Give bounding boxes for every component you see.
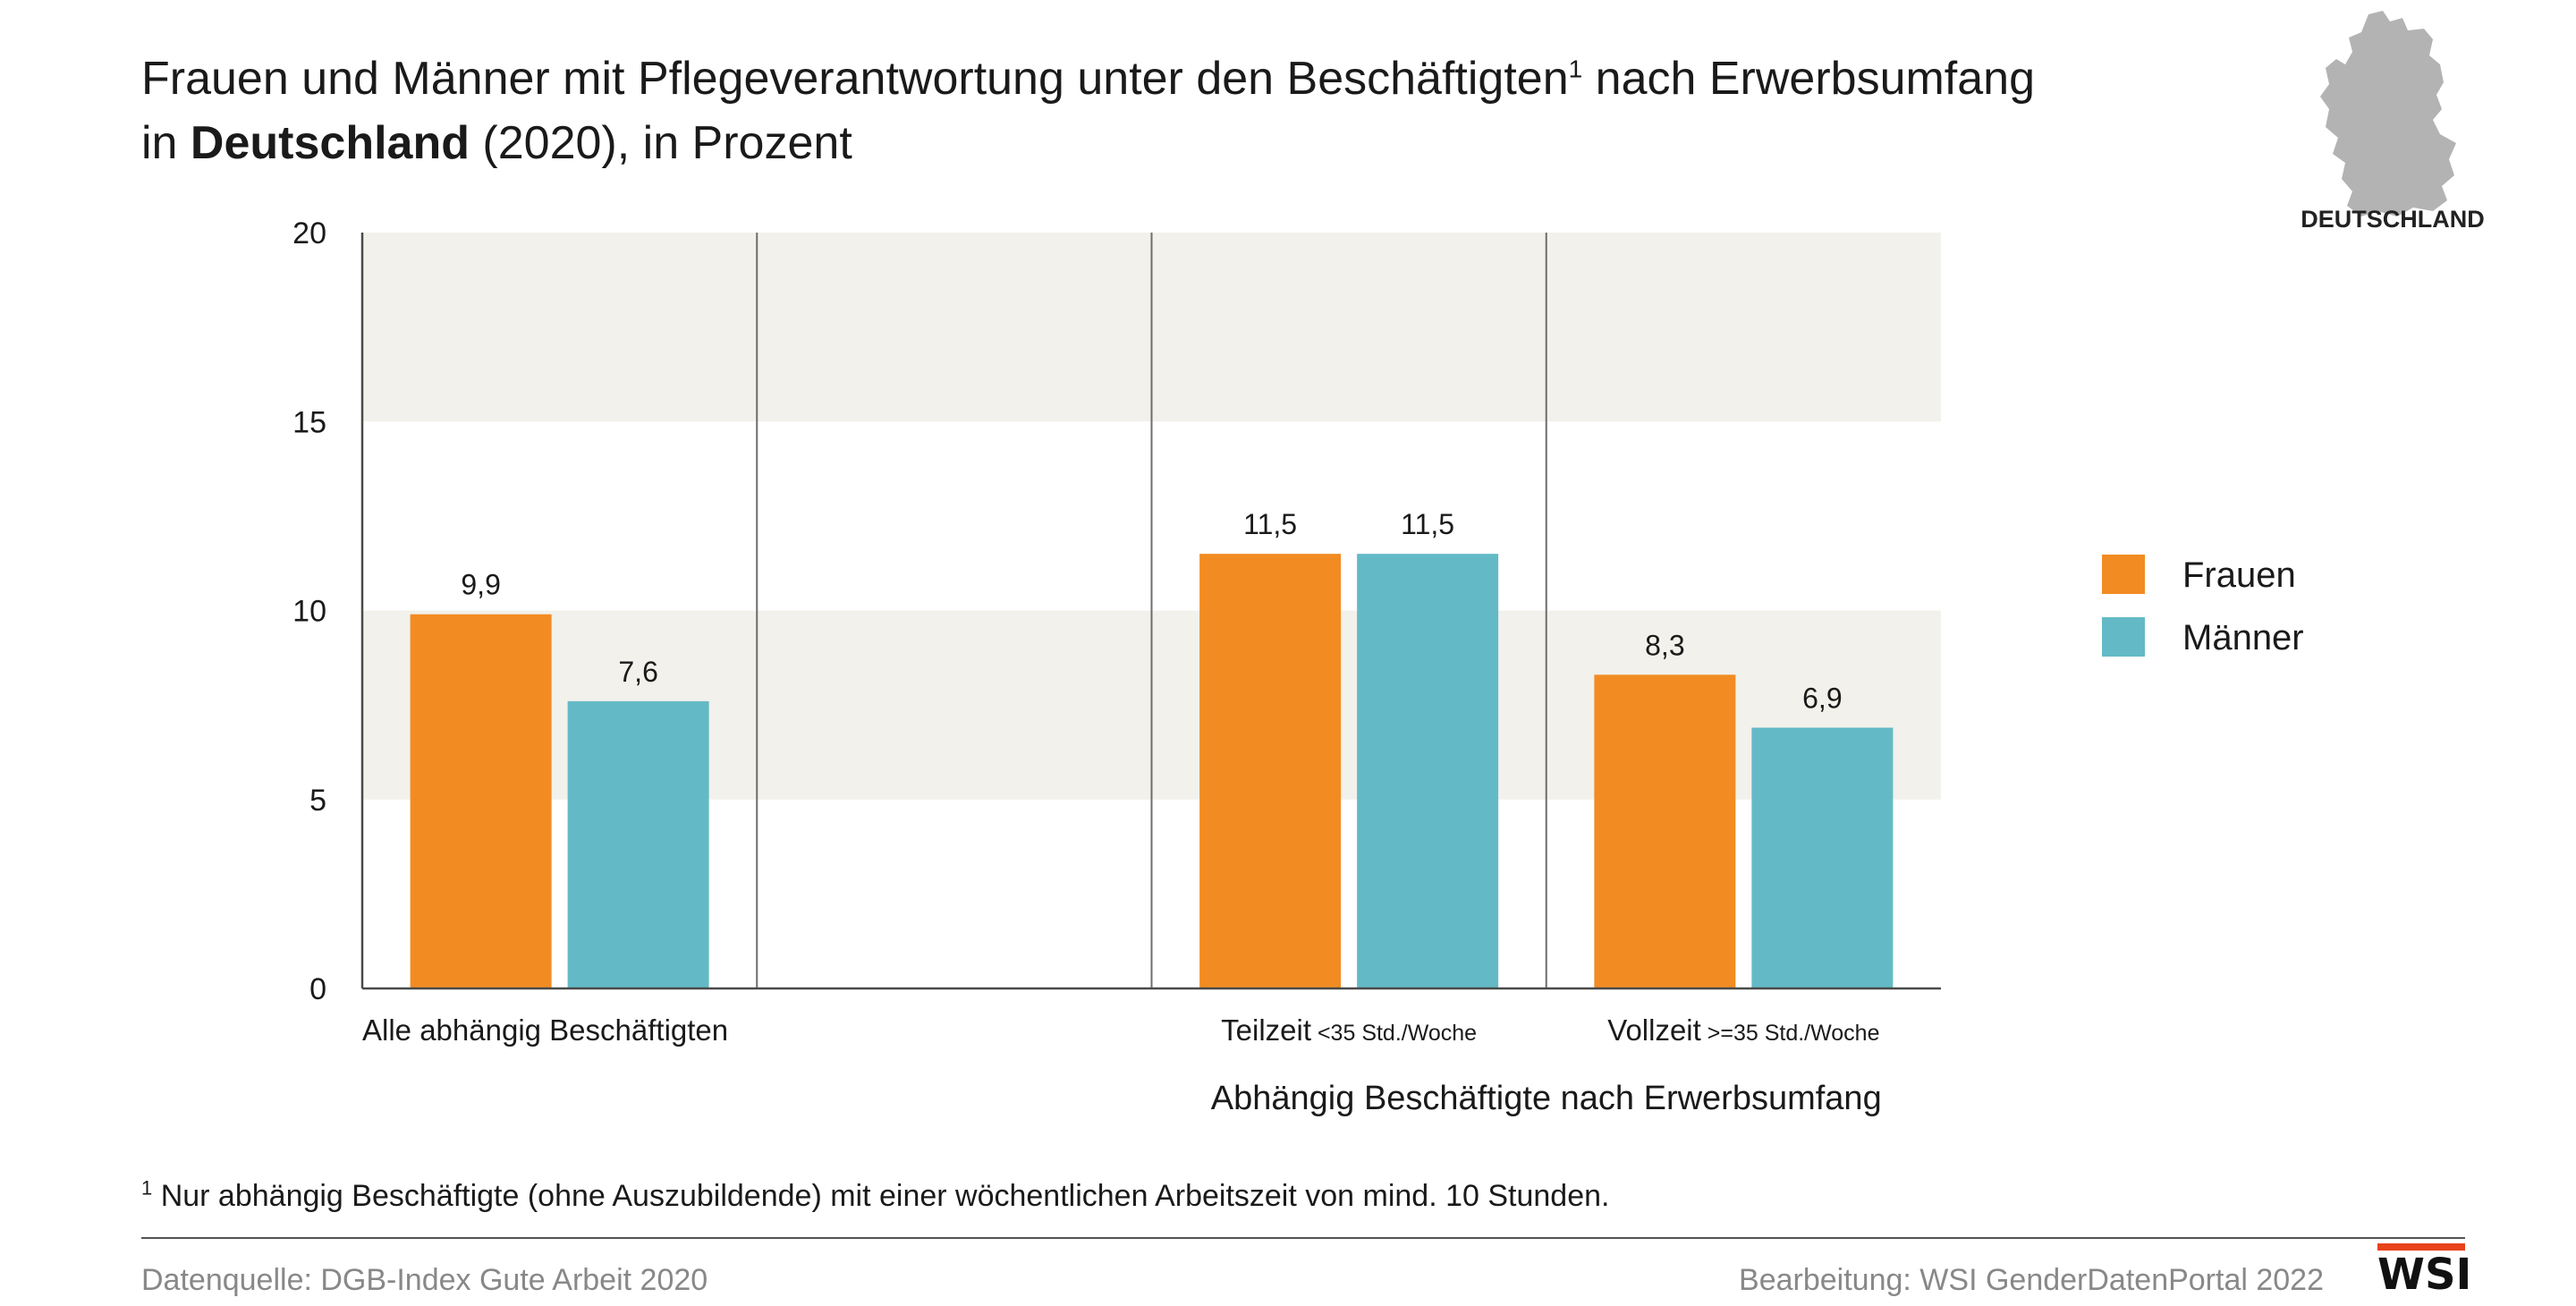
wsi-logo-text: WSI — [2377, 1250, 2472, 1300]
editor-credit: Bearbeitung: WSI GenderDatenPortal 2022 — [1739, 1263, 2324, 1297]
data-label: 11,5 — [1401, 508, 1454, 540]
category-label-suffix: <35 Std./Woche — [1311, 1021, 1477, 1046]
data-label: 7,6 — [618, 656, 657, 688]
y-tick-label: 5 — [309, 784, 326, 818]
data-label: 9,9 — [461, 569, 500, 601]
title-line1: Frauen und Männer mit Pflegeverantwortun… — [141, 53, 2036, 105]
bar-männer — [567, 700, 709, 988]
legend-swatch — [2102, 555, 2145, 594]
map-label: DEUTSCHLAND — [2301, 206, 2485, 233]
title-line2: in Deutschland (2020), in Prozent — [141, 117, 852, 169]
legend-label: Männer — [2182, 618, 2304, 657]
wsi-logo-bar — [2377, 1243, 2465, 1251]
bar-frauen — [1199, 554, 1342, 988]
category-label: Alle abhängig Beschäftigten — [362, 1013, 728, 1047]
category-label: Vollzeit >=35 Std./Woche — [1607, 1013, 1879, 1047]
germany-map-icon — [2320, 11, 2456, 216]
category-label-suffix: >=35 Std./Woche — [1701, 1021, 1880, 1046]
wsi-logo: WSI — [2377, 1243, 2472, 1300]
y-tick-label: 15 — [292, 405, 326, 439]
bar-männer — [1357, 554, 1499, 988]
chart-title: Frauen und Männer mit Pflegeverantwortun… — [141, 47, 2199, 175]
footer-divider — [141, 1237, 2465, 1239]
data-source: Datenquelle: DGB-Index Gute Arbeit 2020 — [141, 1263, 708, 1297]
data-label: 11,5 — [1243, 508, 1297, 540]
bar-männer — [1751, 727, 1894, 988]
data-label: 8,3 — [1645, 629, 1684, 661]
y-tick-label: 0 — [309, 972, 326, 1006]
data-label: 6,9 — [1802, 682, 1842, 714]
y-tick-label: 10 — [292, 595, 326, 629]
bar-chart: 0 5 10 15 20 9,9 7,6 Alle abhängig Beschäftigte… — [292, 216, 2304, 1117]
x-axis-label: Abhängig Beschäftigte nach Erwerbsumfang — [1211, 1080, 1882, 1117]
y-tick-label: 20 — [292, 216, 326, 250]
legend-label: Frauen — [2182, 555, 2296, 595]
legend-swatch — [2102, 617, 2145, 657]
category-label: Teilzeit <35 Std./Woche — [1221, 1013, 1477, 1047]
footnote: 1 Nur abhängig Beschäftigte (ohne Auszub… — [141, 1176, 1610, 1213]
bar-frauen — [410, 614, 552, 988]
bar-frauen — [1594, 674, 1736, 988]
